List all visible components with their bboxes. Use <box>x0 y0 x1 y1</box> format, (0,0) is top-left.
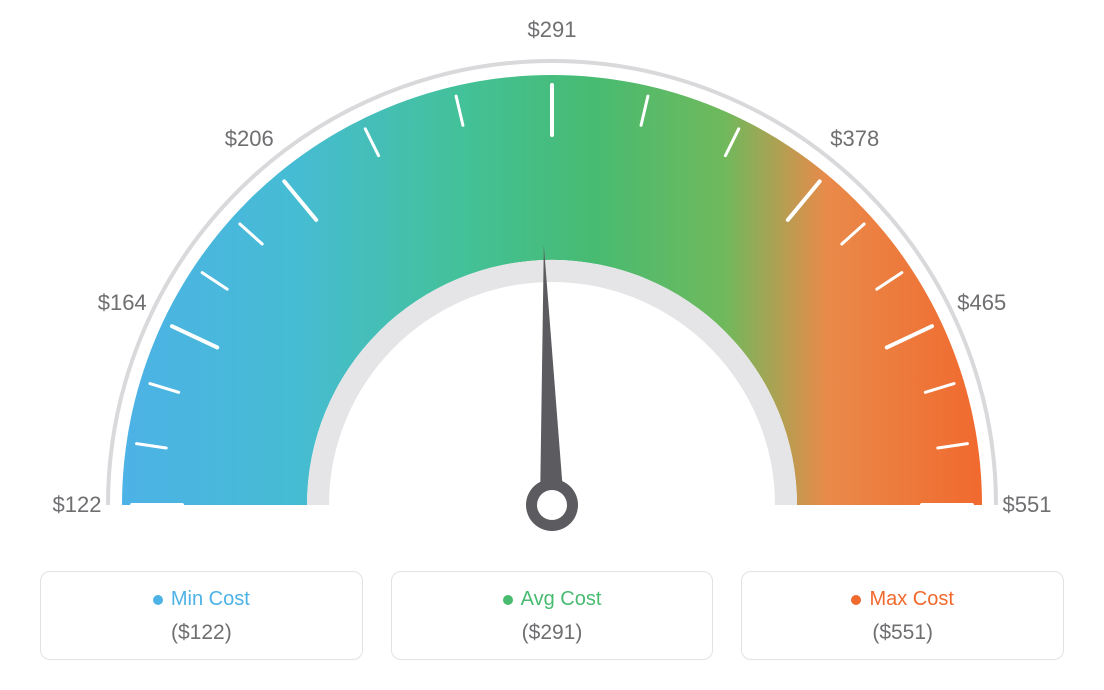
summary-card-min: Min Cost ($122) <box>40 571 363 660</box>
summary-title-min: Min Cost <box>153 588 250 611</box>
gauge-chart: $122 $164 $206 $291 $378 $465 $551 <box>0 0 1104 560</box>
gauge-tick-label: $551 <box>1003 492 1052 518</box>
summary-label: Max Cost <box>869 588 953 611</box>
summary-value: ($551) <box>752 621 1053 645</box>
gauge-svg <box>0 0 1104 560</box>
gauge-tick-label: $122 <box>53 492 102 518</box>
summary-value: ($122) <box>51 621 352 645</box>
gauge-tick-label: $465 <box>957 290 1006 316</box>
dot-icon <box>503 595 513 605</box>
gauge-tick-label: $164 <box>98 290 147 316</box>
gauge-tick-label: $291 <box>528 17 577 43</box>
summary-value: ($291) <box>402 621 703 645</box>
summary-card-avg: Avg Cost ($291) <box>391 571 714 660</box>
summary-label: Avg Cost <box>521 588 602 611</box>
summary-title-avg: Avg Cost <box>503 588 602 611</box>
gauge-tick-label: $206 <box>225 126 274 152</box>
gauge-tick-label: $378 <box>830 126 879 152</box>
summary-card-max: Max Cost ($551) <box>741 571 1064 660</box>
summary-label: Min Cost <box>171 588 250 611</box>
summary-title-max: Max Cost <box>851 588 953 611</box>
dot-icon <box>851 595 861 605</box>
summary-row: Min Cost ($122) Avg Cost ($291) Max Cost… <box>40 571 1064 660</box>
dot-icon <box>153 595 163 605</box>
